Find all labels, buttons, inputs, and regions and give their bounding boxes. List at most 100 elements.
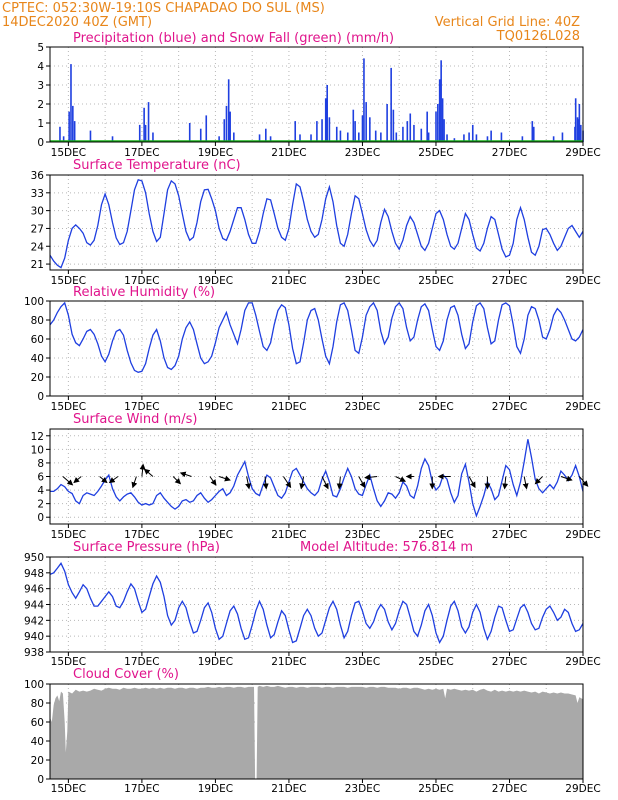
y-tick-label: 80 xyxy=(31,698,44,710)
precip-bar xyxy=(218,136,220,142)
y-tick-label: 40 xyxy=(31,353,44,365)
panel-title: Relative Humidity (%) xyxy=(73,285,215,300)
x-tick-label: 23DEC xyxy=(345,401,380,413)
x-tick-label: 29DEC xyxy=(565,529,600,541)
precip-bar xyxy=(316,121,318,142)
x-tick-label: 15DEC xyxy=(51,401,86,413)
precip-bar xyxy=(352,109,355,142)
precip-bar xyxy=(402,126,404,142)
wind-arrow xyxy=(209,476,217,486)
wind-arrow xyxy=(502,476,509,490)
precip-bar xyxy=(199,128,202,142)
series-line xyxy=(50,439,584,518)
y-tick-label: 2 xyxy=(37,99,44,111)
wind-arrow xyxy=(218,475,231,482)
precip-bar xyxy=(294,121,297,142)
wind-arrow xyxy=(62,476,74,486)
panel-frame xyxy=(49,174,584,271)
precip-bar xyxy=(374,130,377,142)
y-tick-label: 0 xyxy=(37,391,44,403)
precip-bar xyxy=(324,98,327,142)
x-tick-label: 21DEC xyxy=(271,147,306,159)
precip-bar xyxy=(73,121,76,142)
precip-bar xyxy=(446,134,448,142)
x-tick-label: 27DEC xyxy=(492,656,527,668)
y-tick-label: 3 xyxy=(37,80,44,92)
precip-bar xyxy=(227,79,230,142)
x-tick-label: 23DEC xyxy=(345,147,380,159)
series-line xyxy=(49,301,584,373)
y-tick-label: 24 xyxy=(31,241,45,253)
precip-bar xyxy=(143,107,145,142)
precip-bar xyxy=(265,128,267,142)
wind-arrow xyxy=(578,476,589,487)
panel-frame xyxy=(49,683,584,780)
y-tick-label: 33 xyxy=(31,188,44,200)
x-tick-label: 27DEC xyxy=(492,147,527,159)
x-tick-label: 29DEC xyxy=(565,275,600,287)
precip-bar xyxy=(339,130,342,142)
y-tick-label: 60 xyxy=(31,717,44,729)
precip-bar xyxy=(326,85,328,142)
precip-bar xyxy=(395,132,398,142)
y-tick-label: 6 xyxy=(37,472,44,484)
x-tick-label: 25DEC xyxy=(418,275,453,287)
precip-bar xyxy=(390,67,392,142)
x-tick-label: 17DEC xyxy=(124,783,159,795)
x-tick-label: 17DEC xyxy=(124,275,159,287)
panel-frame xyxy=(49,300,584,397)
precip-bar xyxy=(299,134,301,142)
x-tick-label: 19DEC xyxy=(198,783,233,795)
precip-bar xyxy=(561,132,564,142)
precip-bar xyxy=(229,111,231,142)
precip-bar xyxy=(62,136,65,142)
chart-panel-5: Cloud Cover (%) 0 20 40 60 80 100 15DEC 17DEC 19D… xyxy=(24,667,601,795)
panel-frame xyxy=(49,556,584,653)
precip-bar xyxy=(435,111,437,142)
precip-bar xyxy=(72,105,74,142)
x-tick-label: 23DEC xyxy=(345,656,380,668)
x-tick-label: 23DEC xyxy=(345,783,380,795)
precip-bar xyxy=(346,132,349,142)
precip-bar xyxy=(409,113,412,142)
x-tick-label: 21DEC xyxy=(271,401,306,413)
wind-arrow xyxy=(108,476,119,484)
wind-arrow xyxy=(468,476,476,489)
panel-frame xyxy=(49,46,584,143)
panel-title: Surface Temperature (nC) xyxy=(73,158,241,173)
y-tick-label: 21 xyxy=(31,259,44,271)
y-tick-label: 946 xyxy=(24,584,44,596)
y-tick-label: 0 xyxy=(37,137,44,149)
precip-bar xyxy=(365,102,367,142)
wind-arrow xyxy=(73,476,82,484)
series-line xyxy=(49,562,584,644)
wind-arrow xyxy=(364,474,378,481)
wind-arrow xyxy=(395,476,407,482)
precip-bar xyxy=(531,121,534,142)
x-tick-label: 21DEC xyxy=(271,783,306,795)
precip-bar xyxy=(413,124,415,142)
x-tick-label: 19DEC xyxy=(198,656,233,668)
wind-arrow xyxy=(172,476,182,485)
y-tick-label: 4 xyxy=(37,485,44,497)
precip-bar xyxy=(152,132,154,142)
precip-bar xyxy=(138,124,141,142)
y-tick-label: 5 xyxy=(37,42,44,54)
y-tick-label: 1 xyxy=(37,118,44,130)
precip-bar xyxy=(358,132,360,142)
chart-panel-4: Surface Pressure (hPa) Model Altitude: 57… xyxy=(24,540,601,668)
header-date-line: 14DEC2020 40Z (GMT) xyxy=(2,15,153,30)
precip-bar xyxy=(392,109,395,142)
precip-bar xyxy=(552,136,555,142)
x-tick-label: 27DEC xyxy=(492,783,527,795)
wind-arrow xyxy=(139,463,146,477)
x-tick-label: 25DEC xyxy=(418,529,453,541)
y-tick-label: 20 xyxy=(31,372,44,384)
precip-bar xyxy=(386,104,388,142)
precip-bar xyxy=(310,134,312,142)
x-tick-label: 19DEC xyxy=(198,401,233,413)
precip-bar xyxy=(147,102,150,142)
x-tick-label: 25DEC xyxy=(418,147,453,159)
x-tick-label: 17DEC xyxy=(124,656,159,668)
